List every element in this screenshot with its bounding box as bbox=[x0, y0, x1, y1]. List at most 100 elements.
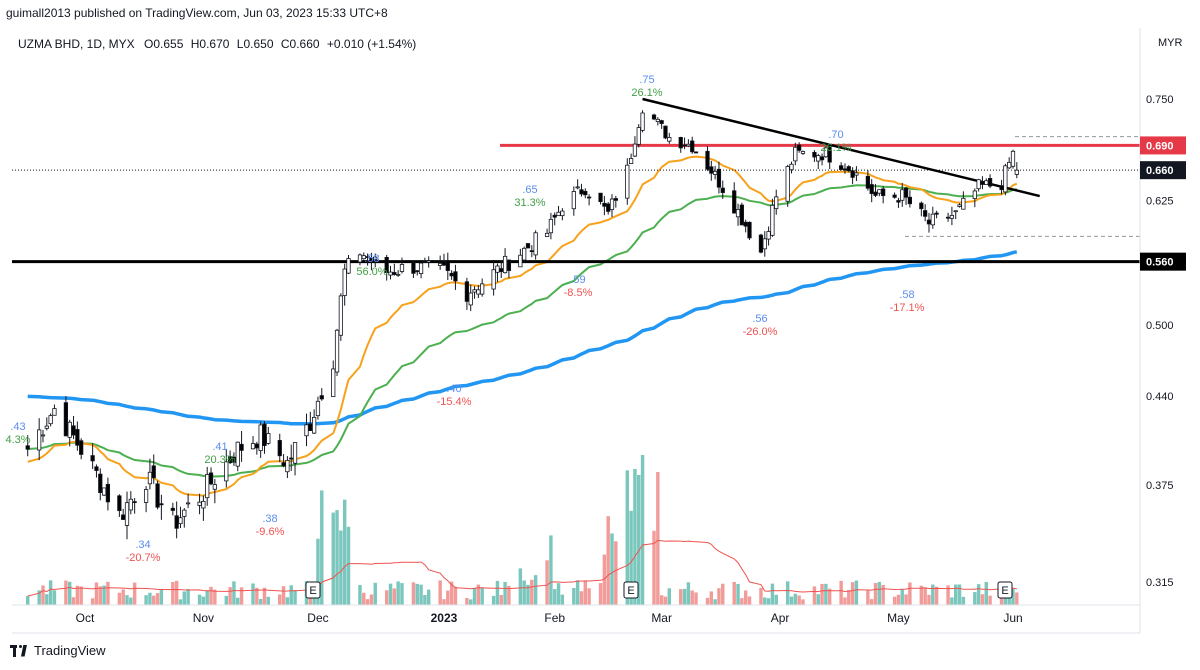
candle-body bbox=[846, 166, 851, 172]
earnings-marker-label: E bbox=[309, 585, 316, 597]
candle-body bbox=[1003, 165, 1008, 193]
volume-bar bbox=[682, 588, 687, 605]
candle-body bbox=[713, 170, 718, 175]
volume-bar bbox=[426, 589, 431, 605]
volume-bar bbox=[209, 586, 213, 605]
candle-body bbox=[128, 498, 133, 511]
candle-body bbox=[365, 256, 370, 258]
volume-bar bbox=[289, 585, 293, 605]
volume-bar bbox=[201, 596, 206, 605]
volume-bar bbox=[102, 585, 106, 605]
pivot-price-label: .40 bbox=[446, 383, 461, 395]
volume-bar bbox=[316, 538, 320, 605]
pivot-price-label: .38 bbox=[262, 513, 277, 525]
candle-body bbox=[384, 256, 389, 273]
volume-bar bbox=[232, 581, 236, 605]
symbol-name[interactable]: UZMA BHD, 1D, MYX bbox=[18, 37, 135, 51]
candle-body bbox=[357, 254, 363, 263]
volume-bar bbox=[365, 599, 370, 605]
tradingview-logo-icon bbox=[10, 644, 28, 657]
volume-bar bbox=[629, 510, 633, 605]
candle-body bbox=[235, 441, 240, 467]
candle-body bbox=[934, 212, 939, 215]
volume-bar bbox=[827, 588, 832, 605]
candle-body bbox=[709, 166, 714, 174]
candle-body bbox=[1007, 161, 1012, 169]
candle-body bbox=[44, 425, 49, 429]
volume-bar bbox=[747, 596, 752, 605]
candle-body bbox=[945, 216, 951, 219]
candle-body bbox=[476, 289, 481, 295]
volume-bar bbox=[384, 590, 389, 605]
candle-body bbox=[865, 175, 870, 189]
candle-body bbox=[40, 434, 46, 437]
candle-body bbox=[892, 194, 897, 198]
candle-body bbox=[949, 214, 955, 219]
pivot-price-label: .34 bbox=[135, 539, 150, 551]
ema-mid-line bbox=[27, 184, 1018, 478]
volume-bar bbox=[45, 594, 49, 605]
low-value: 0.650 bbox=[243, 37, 274, 51]
volume-moving-average bbox=[27, 539, 1017, 597]
candle-body bbox=[90, 455, 95, 462]
candle-body bbox=[770, 204, 775, 236]
price-tag-label: 0.660 bbox=[1146, 165, 1174, 177]
volume-bar bbox=[812, 586, 817, 605]
candle-body bbox=[926, 219, 932, 225]
candle-body bbox=[762, 238, 767, 250]
volume-bar bbox=[228, 587, 232, 605]
volume-bar bbox=[94, 582, 99, 605]
volume-bar bbox=[342, 499, 347, 605]
candle-body bbox=[396, 273, 401, 276]
candle-body bbox=[980, 181, 985, 185]
volume-bar bbox=[472, 588, 477, 605]
candle-body bbox=[319, 395, 324, 400]
pivot-change-label: 56.0% bbox=[356, 266, 387, 278]
volume-bar bbox=[438, 580, 442, 605]
volume-bar bbox=[560, 594, 565, 605]
volume-bar bbox=[25, 596, 30, 605]
symbol-legend: UZMA BHD, 1D, MYX O0.655 H0.670 L0.650 C… bbox=[18, 37, 416, 51]
tradingview-footer[interactable]: TradingView bbox=[10, 643, 106, 658]
pivot-price-label: .59 bbox=[570, 274, 585, 286]
candle-body bbox=[774, 196, 779, 210]
volume-bar bbox=[583, 581, 587, 605]
candle-body bbox=[758, 234, 764, 253]
candle-body bbox=[678, 137, 683, 149]
price-tag-label: 0.690 bbox=[1146, 140, 1174, 152]
volume-bar bbox=[396, 581, 400, 605]
candle-body bbox=[556, 211, 561, 217]
volume-bar bbox=[533, 575, 538, 605]
volume-bar bbox=[90, 598, 95, 605]
candle-body bbox=[552, 214, 557, 218]
candle-body bbox=[923, 210, 928, 217]
volume-bar bbox=[346, 526, 351, 605]
candle-body bbox=[766, 231, 771, 240]
candle-body bbox=[1010, 150, 1016, 167]
pivot-change-label: 20.3% bbox=[204, 454, 235, 466]
candle-body bbox=[67, 421, 72, 438]
volume-bar bbox=[896, 594, 901, 605]
candle-body bbox=[655, 118, 660, 122]
candle-body bbox=[632, 143, 638, 157]
volume-bar bbox=[278, 594, 282, 605]
time-axis-label: Apr bbox=[771, 611, 790, 625]
volume-bar bbox=[847, 590, 851, 605]
close-label: C bbox=[280, 37, 290, 51]
volume-bar bbox=[75, 585, 80, 605]
candle-body bbox=[984, 180, 989, 185]
price-axis-tick: 0.440 bbox=[1146, 391, 1174, 403]
pivot-change-label: 26.1% bbox=[631, 87, 662, 99]
volume-bar bbox=[335, 510, 339, 605]
volume-bar bbox=[52, 590, 57, 605]
candle-body bbox=[101, 487, 107, 496]
volume-bar bbox=[793, 593, 798, 605]
volume-bar bbox=[759, 587, 763, 605]
candle-body bbox=[392, 272, 397, 275]
candle-body bbox=[873, 191, 878, 196]
volume-bar bbox=[980, 594, 985, 605]
volume-bar bbox=[892, 596, 897, 605]
volume-bar bbox=[392, 588, 397, 605]
volume-bar bbox=[239, 587, 244, 605]
